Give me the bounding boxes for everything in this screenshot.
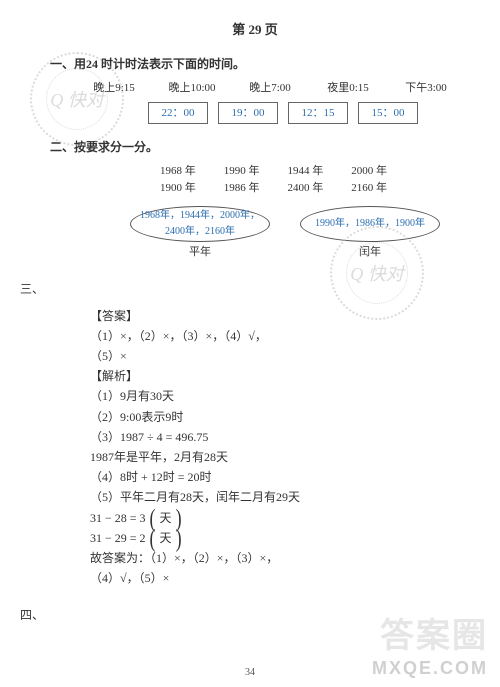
equation-left: 31 − 29 = 2 (90, 529, 146, 548)
explain-line: 1987年是平年，2月有28天 (90, 448, 460, 467)
explain-line: （5）平年二月有28天，闰年二月有29天 (90, 488, 460, 507)
equation-unit: 天 (160, 509, 172, 528)
explain-line: （3）1987 ÷ 4 = 496.75 (90, 428, 460, 447)
page-number: 34 (0, 665, 500, 681)
time-label: 晚上10:00 (158, 80, 226, 98)
time-labels-row: 晚上9:15 晚上10:00 晚上7:00 夜里0:15 下午3:00 (80, 80, 460, 98)
time-box: 22：00 (148, 102, 208, 124)
brace-open-icon: ( (150, 530, 156, 547)
year-cell: 1986 年 (224, 180, 260, 198)
section4-marker: 四、 (20, 606, 460, 625)
explain-line: （1）9月有30天 (90, 387, 460, 406)
time-boxes-row: 22：00 19：00 12：15 15：00 (148, 102, 460, 124)
explain-label: 【解析】 (90, 367, 460, 386)
oval-left: 1968年，1944年，2000年，2400年，2160年 (130, 206, 270, 242)
ovals-row: 1968年，1944年，2000年，2400年，2160年 1990年，1986… (130, 206, 460, 242)
conclusion-line: 故答案为：（1）×，（2）×，（3）×， (90, 549, 460, 568)
section3-marker: 三、 (20, 280, 460, 299)
year-cell: 2000 年 (351, 163, 387, 181)
year-cell: 1944 年 (288, 163, 324, 181)
page-title: 第 29 页 (50, 20, 460, 41)
years-row: 1968 年 1990 年 1944 年 2000 年 (160, 163, 460, 181)
explain-line: （2）9:00表示9时 (90, 408, 460, 427)
time-box: 15：00 (358, 102, 418, 124)
oval-label-left: 平年 (130, 244, 270, 262)
time-box: 19：00 (218, 102, 278, 124)
years-row: 1900 年 1986 年 2400 年 2160 年 (160, 180, 460, 198)
time-label: 晚上9:15 (80, 80, 148, 98)
section3-body: 【答案】 （1）×，（2）×，（3）×，（4）√， （5）× 【解析】 （1）9… (90, 307, 460, 589)
conclusion-line: （4）√，（5）× (90, 569, 460, 588)
year-cell: 1900 年 (160, 180, 196, 198)
explain-line: （4）8时 + 12时 = 20时 (90, 468, 460, 487)
equation-unit: 天 (160, 529, 172, 548)
answer-label: 【答案】 (90, 307, 460, 326)
oval-right: 1990年，1986年，1900年 (300, 206, 440, 242)
equation-row: 31 − 29 = 2 ( 天 ) (90, 529, 460, 548)
brace-close-icon: ) (176, 530, 182, 547)
year-cell: 2160 年 (351, 180, 387, 198)
oval-label-right: 闰年 (300, 244, 440, 262)
year-cell: 2400 年 (288, 180, 324, 198)
time-label: 晚上7:00 (236, 80, 304, 98)
time-box: 12：15 (288, 102, 348, 124)
section1-prompt: 一、用24 时计时法表示下面的时间。 (50, 55, 460, 74)
equation-left: 31 − 28 = 3 (90, 509, 146, 528)
equation-row: 31 − 28 = 3 ( 天 ) (90, 509, 460, 528)
time-label: 下午3:00 (392, 80, 460, 98)
section2-prompt: 二、按要求分一分。 (50, 138, 460, 157)
year-cell: 1968 年 (160, 163, 196, 181)
year-cell: 1990 年 (224, 163, 260, 181)
oval-labels-row: 平年 闰年 (130, 244, 460, 262)
answer-line: （5）× (90, 347, 460, 366)
time-label: 夜里0:15 (314, 80, 382, 98)
answer-line: （1）×，（2）×，（3）×，（4）√， (90, 327, 460, 346)
